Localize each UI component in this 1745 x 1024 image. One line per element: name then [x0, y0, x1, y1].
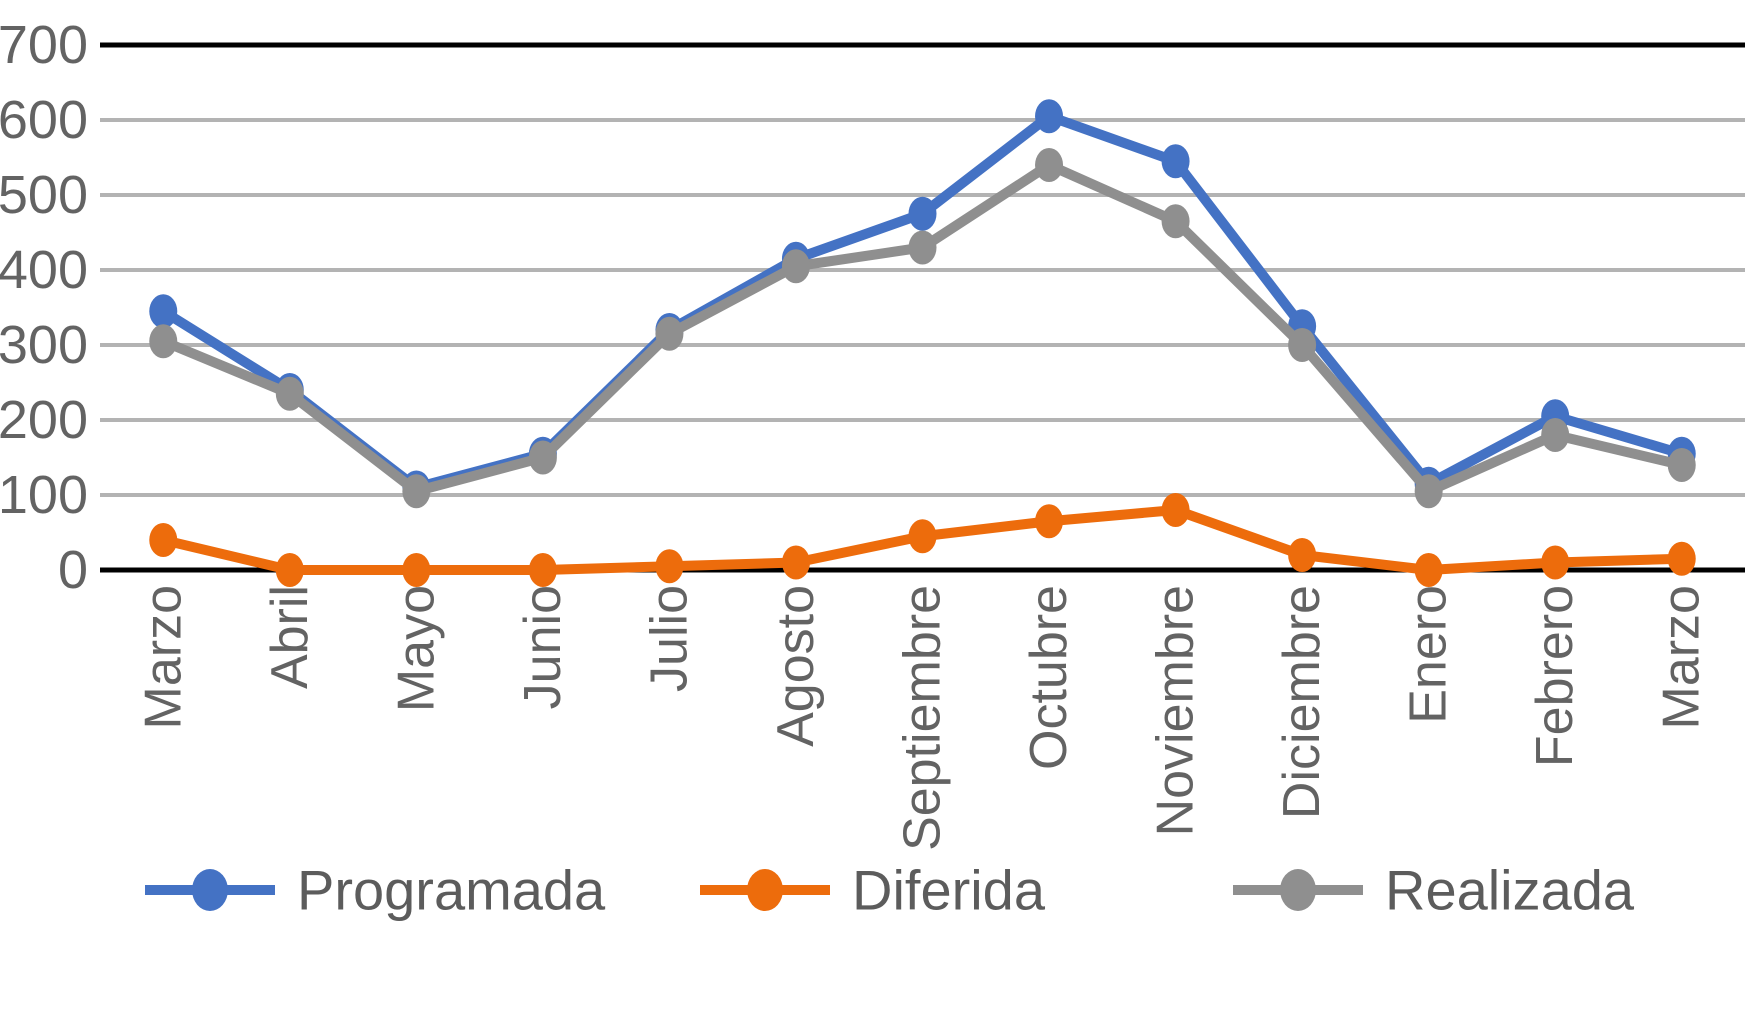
data-point [1161, 493, 1190, 527]
x-tick-label: Enero [1400, 585, 1458, 724]
series-programada [149, 99, 1696, 505]
data-point [908, 230, 937, 265]
data-point [1035, 99, 1064, 134]
x-tick-label: Septiembre [894, 585, 952, 851]
gridlines [100, 42, 1745, 573]
y-axis-tick-labels: 0 100 200 300 400 500 600 700 [0, 15, 88, 600]
data-point [402, 474, 431, 509]
data-point [402, 553, 431, 587]
y-tick-label: 0 [58, 540, 88, 600]
data-point [1541, 418, 1570, 452]
x-tick-label: Febrero [1526, 585, 1584, 767]
x-tick-label: Julio [640, 585, 698, 692]
data-point [908, 196, 937, 231]
series-realizada [149, 148, 1696, 509]
y-tick-label: 700 [0, 15, 88, 75]
data-point [1414, 474, 1443, 509]
x-tick-label: Marzo [1653, 585, 1711, 729]
y-tick-label: 500 [0, 165, 88, 225]
legend-label: Programada [297, 859, 606, 922]
x-tick-label: Marzo [134, 585, 192, 729]
data-point [1667, 448, 1696, 482]
legend-swatch-dot [192, 869, 228, 911]
series-diferida [149, 493, 1696, 587]
data-point [1161, 144, 1190, 179]
data-point [149, 324, 178, 359]
data-point [781, 545, 810, 580]
data-point [655, 549, 684, 584]
data-point [1667, 541, 1696, 576]
data-point [1288, 328, 1317, 362]
x-tick-label: Junio [514, 585, 572, 709]
x-tick-label: Noviembre [1147, 585, 1205, 836]
legend-swatch-dot [1280, 869, 1316, 911]
data-point [1161, 204, 1190, 239]
data-point [1541, 545, 1570, 580]
data-point [781, 249, 810, 284]
legend-swatch-dot [747, 869, 783, 911]
y-tick-label: 400 [0, 240, 88, 300]
data-point [655, 316, 684, 351]
legend-item-programada: Programada [145, 859, 606, 922]
data-point [149, 523, 178, 557]
y-tick-label: 600 [0, 90, 88, 150]
y-tick-label: 200 [0, 390, 88, 450]
series-line-programada [158, 111, 1687, 493]
x-tick-label: Mayo [387, 585, 445, 712]
legend-label: Diferida [852, 859, 1046, 922]
data-point [1035, 148, 1064, 182]
data-point [1288, 538, 1317, 572]
x-tick-label: Diciembre [1273, 585, 1331, 819]
data-point [1035, 504, 1064, 539]
y-tick-label: 100 [0, 465, 88, 525]
x-tick-label: Octubre [1020, 585, 1078, 770]
data-point [1414, 553, 1443, 587]
legend: Programada Diferida Realizada [145, 859, 1635, 922]
legend-label: Realizada [1385, 859, 1635, 922]
x-axis-tick-labels: Marzo Abril Mayo Junio Julio Agosto Septiembre… [134, 585, 1710, 851]
legend-item-realizada: Realizada [1233, 859, 1635, 922]
data-point [275, 376, 304, 411]
data-point [149, 294, 178, 329]
data-point [275, 553, 304, 587]
data-point [528, 440, 557, 475]
data-point [528, 553, 557, 587]
data-point [908, 519, 937, 554]
x-tick-label: Abril [261, 585, 319, 689]
x-tick-label: Agosto [767, 585, 825, 747]
legend-item-diferida: Diferida [700, 859, 1046, 922]
y-tick-label: 300 [0, 315, 88, 375]
